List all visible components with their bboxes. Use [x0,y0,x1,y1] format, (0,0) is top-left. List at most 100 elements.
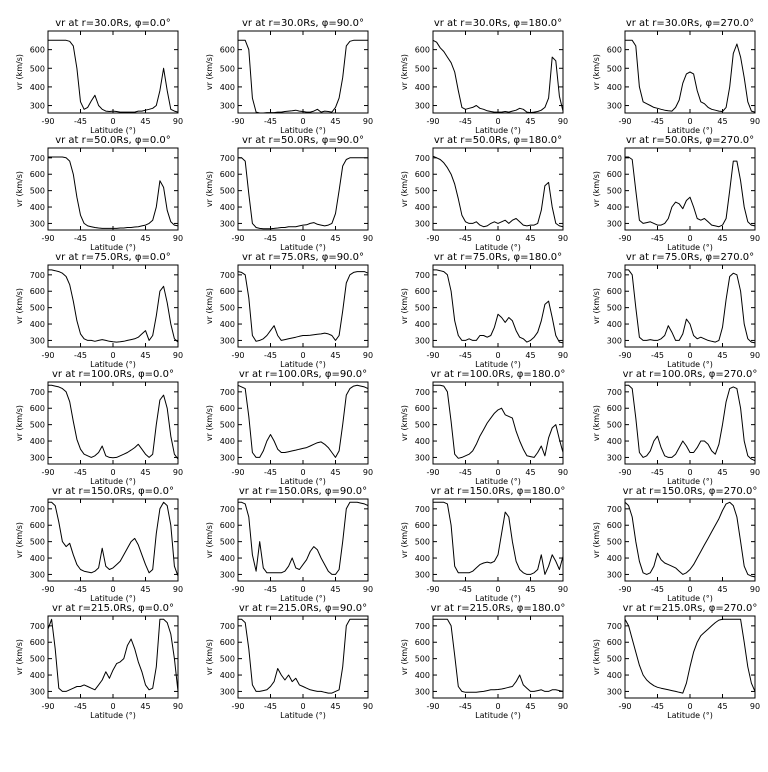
x-tick-label: 45 [330,117,340,126]
x-tick-label: 0 [110,234,115,243]
y-axis-label: vr (km/s) [15,171,24,207]
y-tick-label: 600 [607,287,622,296]
x-tick-label: 0 [110,117,115,126]
y-tick-label: 300 [607,570,622,579]
x-tick-label: 45 [140,585,150,594]
x-tick-label: -90 [426,468,439,477]
y-tick-label: 700 [607,154,622,163]
x-tick-label: -45 [651,585,664,594]
y-tick-label: 700 [607,505,622,514]
x-tick-label: -90 [41,234,54,243]
x-tick-label: 90 [558,234,568,243]
chart-panel-13: vr at r=100.0Rs, φ=0.0° -90 -45 0 45 90 300 400… [15,369,183,486]
x-tick-label: 45 [717,585,727,594]
y-axis-label: vr (km/s) [205,54,214,90]
x-tick-label: 0 [687,702,692,711]
x-tick-label: -45 [459,585,472,594]
chart-title: vr at r=215.0Rs, φ=270.0° [623,603,758,614]
x-axis-label: Latitude (°) [475,711,521,720]
series-line [47,618,179,692]
x-axis-label: Latitude (°) [280,243,326,252]
y-tick-label: 500 [220,304,235,313]
x-tick-label: -45 [74,468,87,477]
y-tick-label: 400 [607,320,622,329]
chart-title: vr at r=150.0Rs, φ=90.0° [239,486,367,497]
y-tick-label: 400 [220,671,235,680]
x-axis-label: Latitude (°) [280,594,326,603]
y-tick-label: 400 [415,671,430,680]
y-axis-label: vr (km/s) [592,522,601,558]
y-tick-label: 300 [220,219,235,228]
x-tick-label: 90 [558,702,568,711]
chart-title: vr at r=100.0Rs, φ=180.0° [431,369,566,380]
x-tick-label: -45 [651,117,664,126]
chart-title: vr at r=50.0Rs, φ=270.0° [626,135,754,146]
x-tick-label: 45 [525,117,535,126]
chart-panel-19: vr at r=150.0Rs, φ=180.0° -90 -45 0 45 90 300 4… [400,486,568,603]
x-tick-label: -90 [618,585,631,594]
x-tick-label: 90 [173,702,183,711]
y-tick-label: 300 [415,687,430,696]
y-tick-label: 600 [220,638,235,647]
y-tick-label: 300 [220,336,235,345]
x-tick-label: 90 [750,702,760,711]
x-tick-label: 90 [750,585,760,594]
x-tick-label: 45 [330,468,340,477]
y-tick-label: 500 [415,421,430,430]
x-tick-label: -45 [264,234,277,243]
y-tick-label: 600 [30,638,45,647]
series-line [432,39,564,114]
y-axis-label: vr (km/s) [400,54,409,90]
chart-panel-18: vr at r=150.0Rs, φ=90.0° -90 -45 0 45 90 300 40… [205,486,373,603]
y-tick-label: 500 [30,538,45,547]
x-tick-label: 0 [495,702,500,711]
y-tick-label: 400 [607,671,622,680]
x-tick-label: -90 [231,117,244,126]
x-tick-label: -90 [426,117,439,126]
x-tick-label: 45 [717,351,727,360]
x-tick-label: -90 [426,585,439,594]
x-tick-label: -45 [264,585,277,594]
y-tick-label: 500 [220,655,235,664]
y-tick-label: 400 [607,437,622,446]
x-tick-label: 0 [110,468,115,477]
plot-frame [47,498,179,582]
y-tick-label: 300 [220,102,235,111]
x-tick-label: 90 [750,351,760,360]
y-tick-label: 500 [607,421,622,430]
x-tick-label: 90 [750,234,760,243]
x-tick-label: 45 [140,702,150,711]
x-tick-label: 45 [717,234,727,243]
y-axis-label: vr (km/s) [205,522,214,558]
x-tick-label: 45 [717,702,727,711]
x-tick-label: 45 [140,468,150,477]
x-tick-label: -90 [231,234,244,243]
series-line [48,39,179,113]
chart-panel-14: vr at r=100.0Rs, φ=90.0° -90 -45 0 45 90 300 40… [205,369,373,486]
x-axis-label: Latitude (°) [667,594,713,603]
series-line [625,156,756,228]
x-tick-label: 45 [330,234,340,243]
plot-frame [624,147,756,231]
y-tick-label: 600 [415,287,430,296]
x-tick-label: -90 [41,585,54,594]
chart-title: vr at r=215.0Rs, φ=180.0° [431,603,566,614]
x-tick-label: 0 [687,585,692,594]
x-tick-label: 0 [300,468,305,477]
y-tick-label: 500 [415,187,430,196]
plot-frame [47,30,179,114]
y-axis-label: vr (km/s) [205,171,214,207]
y-tick-label: 300 [415,570,430,579]
x-tick-label: 90 [363,702,373,711]
y-tick-label: 600 [415,170,430,179]
chart-panel-21: vr at r=215.0Rs, φ=0.0° -90 -45 0 45 90 300 400… [15,603,183,720]
x-tick-label: -90 [231,468,244,477]
y-tick-label: 700 [415,505,430,514]
x-axis-label: Latitude (°) [90,594,136,603]
x-tick-label: -45 [651,702,664,711]
x-tick-label: -45 [74,702,87,711]
y-axis-label: vr (km/s) [15,288,24,324]
chart-panel-4: vr at r=30.0Rs, φ=270.0° -90 -45 0 45 90 300 40… [592,18,760,135]
y-axis-label: vr (km/s) [592,288,601,324]
x-tick-label: 45 [330,585,340,594]
